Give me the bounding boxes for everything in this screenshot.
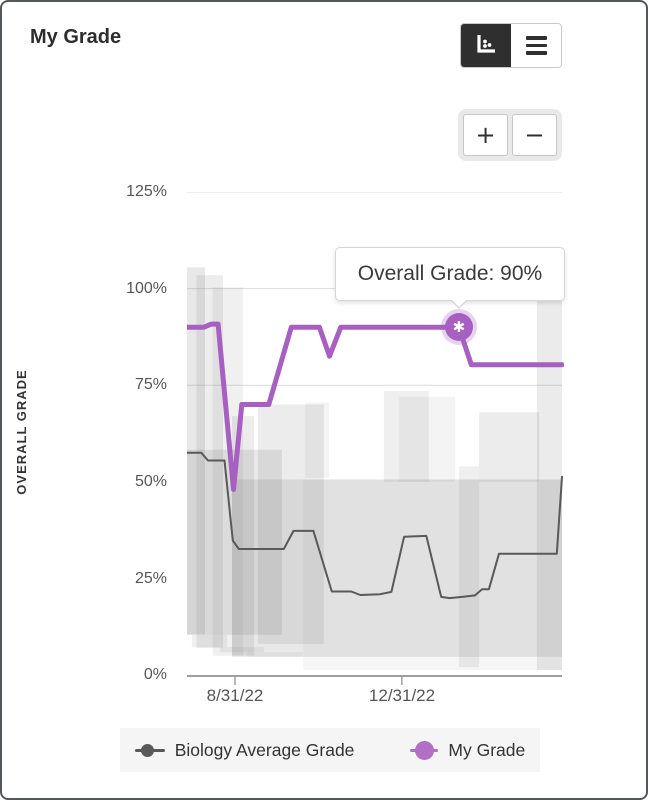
my-grade-dot-marker-icon xyxy=(410,740,439,760)
legend-label: Biology Average Grade xyxy=(174,739,355,760)
x-tick-label: 12/31/22 xyxy=(368,686,436,705)
y-tick-label: 0% xyxy=(143,666,167,683)
legend-item-my-grade[interactable]: My Grade xyxy=(410,740,525,761)
tooltip: Overall Grade: 90% xyxy=(335,247,565,309)
chart-legend: Biology Average Grade My Grade xyxy=(120,728,540,772)
overall-grade-marker[interactable]: ✱ xyxy=(444,313,473,342)
legend-item-average[interactable]: Biology Average Grade xyxy=(134,739,355,761)
x-tick-label: 8/31/22 xyxy=(206,686,264,705)
page-title: My Grade xyxy=(30,26,122,48)
zoom-in-button[interactable]: + xyxy=(463,114,508,156)
y-tick-label: 125% xyxy=(126,183,167,200)
plot-area xyxy=(187,192,564,685)
minus-icon: − xyxy=(524,121,545,149)
y-tick-label: 100% xyxy=(126,280,167,297)
zoom-out-button[interactable]: − xyxy=(512,114,557,156)
chart-view-button[interactable] xyxy=(461,24,511,67)
y-tick-label: 25% xyxy=(134,570,167,587)
list-view-button[interactable] xyxy=(511,24,561,67)
y-axis-label: OVERALL GRADE xyxy=(14,369,29,495)
y-tick-label: 50% xyxy=(134,473,167,490)
asterisk-icon: ✱ xyxy=(452,319,466,337)
average-line-marker-icon xyxy=(134,743,165,757)
legend-label: My Grade xyxy=(448,739,526,760)
hamburger-icon xyxy=(525,36,547,55)
y-tick-label: 75% xyxy=(134,376,167,393)
plus-icon: + xyxy=(475,121,496,149)
scatter-chart-icon xyxy=(474,32,498,59)
view-toggle xyxy=(460,23,562,68)
grade-chart[interactable]: 125% 100% 75% 50% 25% 0% OVERALL GRADE 8… xyxy=(2,172,646,712)
zoom-controls: + − xyxy=(458,109,562,161)
